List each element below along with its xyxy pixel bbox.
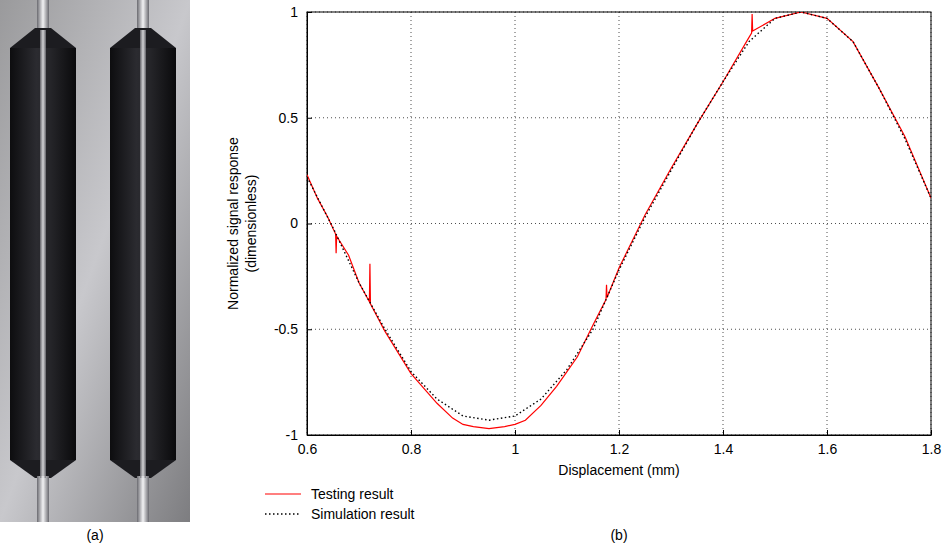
photo-background <box>0 0 190 522</box>
x-axis: 0.6 0.8 1 1.2 1.4 1.6 1.8 <box>298 430 942 457</box>
rod-shaft <box>137 476 149 522</box>
rod <box>110 0 176 522</box>
tick-mark <box>619 430 620 435</box>
tick-label: 0 <box>290 215 298 231</box>
rod-thread <box>40 30 46 478</box>
tick-mark <box>307 329 312 330</box>
legend-swatch <box>265 493 301 494</box>
tick: 1 <box>290 4 312 20</box>
tick-label: 0.6 <box>298 441 318 457</box>
panel-label: (a) <box>86 527 103 543</box>
grid-line <box>307 117 931 118</box>
tick: 1.2 <box>610 430 630 457</box>
tick-label: 1.2 <box>610 441 630 457</box>
tick-label: 1.6 <box>818 441 838 457</box>
grid-line <box>307 223 931 224</box>
rod-shaft <box>37 0 49 30</box>
tick: 0.8 <box>402 430 422 457</box>
legend-label: Simulation result <box>311 506 415 522</box>
tick-label: 1 <box>512 441 520 457</box>
series-line <box>307 12 931 429</box>
tick-mark <box>307 435 312 436</box>
plot-area <box>307 12 931 429</box>
tick-mark <box>307 224 312 225</box>
tick: 1.6 <box>818 430 838 457</box>
legend-swatch <box>265 513 301 514</box>
panel-label: (b) <box>610 527 627 543</box>
tick-mark <box>827 430 828 435</box>
tick: -1 <box>286 427 312 443</box>
legend-label: Testing result <box>311 486 394 502</box>
tick: 0.5 <box>279 110 312 126</box>
tick-label: -1 <box>286 427 299 443</box>
tick: 1 <box>512 430 520 457</box>
series-line <box>307 12 931 420</box>
y-axis-title: Normalized signal response(dimensionless… <box>225 137 259 310</box>
x-axis-title: Displacement (mm) <box>558 462 679 478</box>
tick-mark <box>723 430 724 435</box>
grid-line <box>307 329 931 330</box>
figure: (a) 0.6 0.8 1 1.2 1.4 1.6 1.8 -1 -0.5 0 0.5 1 Displac… <box>0 0 946 548</box>
grid <box>307 12 931 435</box>
tick-label: 1.4 <box>714 441 734 457</box>
rod-shaft <box>137 0 149 30</box>
tick-mark <box>307 12 312 13</box>
tick-mark <box>515 430 516 435</box>
x-axis-line <box>308 435 932 436</box>
tick-mark <box>931 430 932 435</box>
rod-shaft <box>37 476 49 522</box>
tick: 0 <box>290 215 312 231</box>
rod <box>10 0 76 522</box>
tick-mark <box>411 430 412 435</box>
tick-label: 0.5 <box>279 110 299 126</box>
legend: Testing result Simulation result <box>265 486 415 522</box>
photo <box>0 0 190 522</box>
plot-frame <box>307 12 931 435</box>
y-axis: -1 -0.5 0 0.5 1 <box>274 4 312 443</box>
tick: 1.4 <box>714 430 734 457</box>
rod-thread <box>140 30 146 478</box>
tick-label: 0.8 <box>402 441 422 457</box>
tick-label: -0.5 <box>274 321 298 337</box>
tick-label: 1.8 <box>922 441 942 457</box>
tick-mark <box>307 118 312 119</box>
tick-label: 1 <box>290 4 298 20</box>
tick: -0.5 <box>274 321 312 337</box>
tick: 1.8 <box>922 430 942 457</box>
